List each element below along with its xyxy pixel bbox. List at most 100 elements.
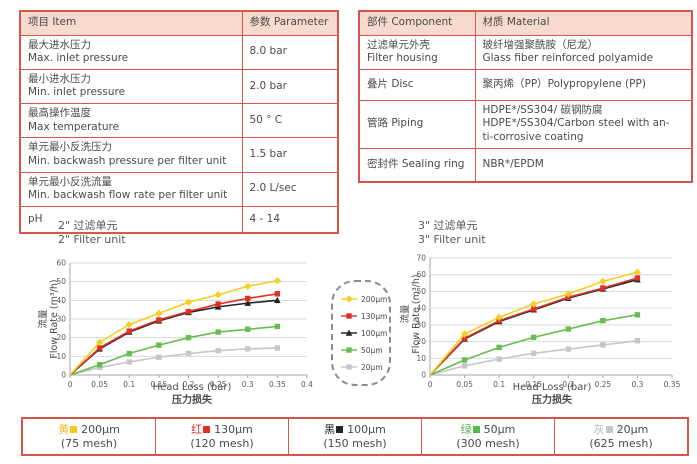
mesh-label: (300 mesh) bbox=[456, 436, 520, 450]
legend-item: 50μm bbox=[340, 345, 389, 356]
svg-text:0.25: 0.25 bbox=[210, 380, 227, 389]
parameter-cell: 8.0 bar bbox=[241, 34, 339, 70]
legend-item: 100μm bbox=[340, 328, 389, 339]
mesh-label: (625 mesh) bbox=[589, 436, 653, 450]
table-row: pH 4 - 14 bbox=[19, 205, 339, 234]
svg-text:30: 30 bbox=[56, 315, 66, 324]
col-header-component: 部件 Component bbox=[358, 10, 476, 36]
col-header-parameter: 参数 Parameter bbox=[241, 10, 339, 36]
parameter-cell: 1.5 bar bbox=[241, 137, 339, 173]
material-cell: NBR*/EPDM bbox=[474, 147, 693, 183]
legend-marker-50um-icon bbox=[341, 347, 357, 353]
right-chart-x-axis-label: Head Loss (bar) 压力损失 bbox=[512, 382, 592, 406]
svg-text:60: 60 bbox=[416, 270, 426, 279]
parameter-cell: 2.0 bar bbox=[241, 68, 339, 105]
item-parameter-table: 项目 Item 参数 Parameter 最大进水压力 Max. inlet p… bbox=[19, 10, 339, 235]
left-chart-title: 2" 过滤单元 2" Filter unit bbox=[58, 219, 126, 246]
svg-text:10: 10 bbox=[56, 352, 66, 361]
item-cell: 单元最小反洗流量 Min. backwash flow rate per fil… bbox=[19, 171, 243, 207]
color-name-label: 黑 bbox=[324, 422, 336, 436]
table-header-row: 项目 Item 参数 Parameter bbox=[19, 10, 339, 36]
legend-label: 20μm bbox=[361, 362, 383, 372]
table-row: 单元最小反洗流量 Min. backwash flow rate per fil… bbox=[19, 171, 339, 207]
legend-item: 130μm bbox=[340, 311, 389, 322]
legend-cell-50um: 绿 50μm (300 mesh) bbox=[421, 419, 554, 454]
table-row: 最高操作温度 Max temperature 50 ° C bbox=[19, 103, 339, 139]
item-cell: pH bbox=[19, 205, 243, 234]
svg-text:50: 50 bbox=[416, 287, 426, 296]
legend-cell-100um: 黑 100μm (150 mesh) bbox=[288, 419, 421, 454]
legend-label: 200μm bbox=[361, 294, 388, 304]
component-cell: 管路 Piping bbox=[358, 99, 476, 149]
col-header-item: 项目 Item bbox=[19, 10, 243, 36]
legend-marker-130um-icon bbox=[341, 313, 357, 319]
legend-item: 200μm bbox=[340, 294, 389, 305]
svg-text:0.05: 0.05 bbox=[456, 380, 473, 389]
micron-label: 20μm bbox=[616, 422, 649, 436]
component-material-table: 部件 Component 材质 Material 过滤单元外壳 Filter h… bbox=[358, 10, 693, 184]
item-cell: 单元最小反洗压力 Min. backwash pressure per filt… bbox=[19, 137, 243, 173]
legend-marker-200um-icon bbox=[341, 295, 357, 303]
legend-item: 20μm bbox=[340, 362, 389, 373]
micron-label: 100μm bbox=[347, 422, 386, 436]
svg-text:0.35: 0.35 bbox=[664, 380, 681, 389]
svg-text:0.2: 0.2 bbox=[562, 380, 574, 389]
svg-text:0: 0 bbox=[421, 371, 426, 380]
legend-marker-100um-icon bbox=[341, 329, 357, 336]
legend-label: 50μm bbox=[361, 345, 383, 355]
svg-text:0.25: 0.25 bbox=[595, 380, 612, 389]
item-cell: 最大进水压力 Max. inlet pressure bbox=[19, 34, 243, 70]
mesh-size-legend-bar: 黄 200μm (75 mesh) 红 130μm (120 mesh) 黑 100μ… bbox=[21, 417, 689, 456]
col-header-material: 材质 Material bbox=[474, 10, 693, 36]
legend-cell-130um: 红 130μm (120 mesh) bbox=[155, 419, 288, 454]
legend-cell-200um: 黄 200μm (75 mesh) bbox=[23, 419, 155, 454]
material-cell: 聚丙烯（PP）Polypropylene (PP) bbox=[474, 68, 693, 101]
svg-text:0.4: 0.4 bbox=[301, 380, 313, 389]
color-name-label: 黄 bbox=[58, 422, 70, 436]
left-chart-x-axis-label: Head Loss (bar) 压力损失 bbox=[152, 382, 232, 406]
svg-text:50: 50 bbox=[56, 277, 66, 286]
table-row: 叠片 Disc 聚丙烯（PP）Polypropylene (PP) bbox=[358, 68, 693, 101]
svg-text:0.1: 0.1 bbox=[493, 380, 505, 389]
micron-label: 50μm bbox=[483, 422, 516, 436]
svg-text:0.3: 0.3 bbox=[242, 380, 254, 389]
table-row: 单元最小反洗压力 Min. backwash pressure per filt… bbox=[19, 137, 339, 173]
left-flow-rate-chart: 0 10 20 30 40 50 60 0 0.05 0.1 0.15 0.2 0.25 0.3 0.35 0… bbox=[56, 259, 313, 390]
table-row: 最大进水压力 Max. inlet pressure 8.0 bar bbox=[19, 34, 339, 70]
micron-label: 200μm bbox=[81, 422, 120, 436]
svg-text:40: 40 bbox=[56, 296, 66, 305]
color-name-label: 绿 bbox=[460, 422, 472, 436]
svg-text:60: 60 bbox=[56, 259, 66, 268]
table-row: 过滤单元外壳 Filter housing 玻纤增强聚酰胺（尼龙） Glass … bbox=[358, 34, 693, 70]
table-row: 密封件 Sealing ring NBR*/EPDM bbox=[358, 147, 693, 183]
red-square-icon bbox=[203, 426, 211, 433]
table-row: 最小进水压力 Min. inlet pressure 2.0 bar bbox=[19, 68, 339, 105]
svg-text:0.05: 0.05 bbox=[91, 380, 108, 389]
component-cell: 过滤单元外壳 Filter housing bbox=[358, 34, 476, 70]
right-chart-title: 3" 过滤单元 3" Filter unit bbox=[418, 219, 486, 246]
table-row: 管路 Piping HDPE*/SS304/ 碳钢防腐 HDPE*/SS304/… bbox=[358, 99, 693, 149]
right-flow-rate-chart: 0 10 20 30 40 50 60 70 0 0.05 0.1 0.15 0.2 0.25 0.3 0.3… bbox=[416, 254, 681, 390]
svg-text:0.2: 0.2 bbox=[183, 380, 195, 389]
svg-text:0: 0 bbox=[61, 371, 66, 380]
legend-label: 100μm bbox=[361, 328, 388, 338]
color-name-label: 灰 bbox=[593, 422, 605, 436]
yellow-square-icon bbox=[70, 426, 78, 433]
svg-text:70: 70 bbox=[416, 254, 426, 263]
svg-text:0.1: 0.1 bbox=[123, 380, 135, 389]
component-cell: 叠片 Disc bbox=[358, 68, 476, 101]
legend-label: 130μm bbox=[361, 311, 388, 321]
color-name-label: 红 bbox=[191, 422, 203, 436]
component-cell: 密封件 Sealing ring bbox=[358, 147, 476, 183]
svg-text:0.15: 0.15 bbox=[151, 380, 168, 389]
material-cell: HDPE*/SS304/ 碳钢防腐 HDPE*/SS304/Carbon ste… bbox=[474, 99, 693, 149]
micron-label: 130μm bbox=[214, 422, 253, 436]
gray-square-icon bbox=[605, 426, 613, 433]
svg-text:0.3: 0.3 bbox=[631, 380, 643, 389]
svg-text:0.15: 0.15 bbox=[525, 380, 542, 389]
item-cell: 最小进水压力 Min. inlet pressure bbox=[19, 68, 243, 105]
mesh-label: (120 mesh) bbox=[190, 436, 254, 450]
svg-text:0: 0 bbox=[428, 380, 433, 389]
mesh-label: (150 mesh) bbox=[323, 436, 387, 450]
parameter-cell: 50 ° C bbox=[241, 103, 339, 139]
